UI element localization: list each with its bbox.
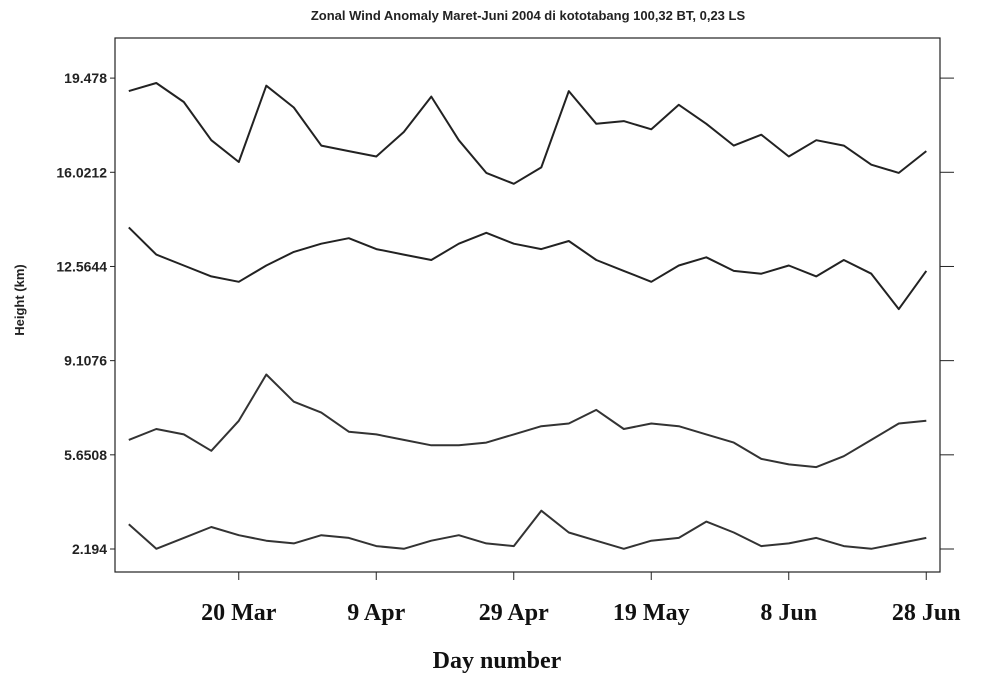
x-tick-label: 20 Mar — [201, 600, 277, 626]
y-tick-label: 5.6508 — [64, 447, 107, 463]
series-line — [128, 226, 928, 311]
x-tick-label: 9 Apr — [347, 600, 405, 626]
x-axis-label: Day number — [433, 648, 562, 674]
y-tick-label: 9.1076 — [64, 353, 107, 369]
plot-frame — [114, 37, 941, 573]
chart-title: Zonal Wind Anomaly Maret-Juni 2004 di ko… — [311, 8, 746, 23]
series-line — [128, 509, 927, 550]
x-tick-label: 19 May — [613, 600, 690, 626]
series-line — [128, 82, 927, 185]
y-tick-label: 16.0212 — [56, 164, 107, 180]
y-tick-label: 19.478 — [64, 70, 107, 86]
y-tick-label: 12.5644 — [56, 258, 107, 274]
y-axis-label: Height (km) — [12, 264, 27, 336]
series-line — [128, 373, 927, 469]
y-tick-label: 2.194 — [72, 541, 107, 557]
x-tick-label: 8 Jun — [760, 600, 817, 626]
x-tick-label: 28 Jun — [892, 600, 961, 626]
x-tick-label: 29 Apr — [479, 600, 549, 626]
